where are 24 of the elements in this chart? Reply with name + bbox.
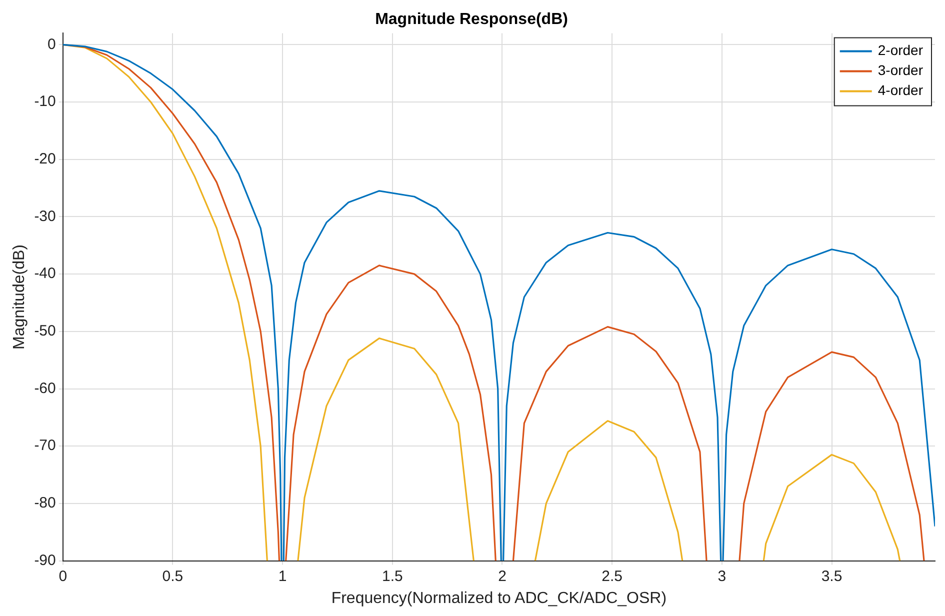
y-tick-label: -50 [34, 322, 56, 340]
x-tick-label: 3.5 [821, 568, 842, 585]
y-axis-title: Magnitude(dB) [11, 244, 28, 350]
x-axis-title: Frequency(Normalized to ADC_CK/ADC_OSR) [331, 590, 667, 607]
y-tick-label: -40 [34, 265, 56, 282]
x-tick-label: 2 [498, 568, 506, 585]
x-tick-label: 0.5 [162, 568, 184, 585]
y-tick-label: -80 [34, 494, 56, 512]
y-tick-label: -20 [34, 150, 56, 168]
y-tick-label: -10 [34, 93, 56, 110]
legend-label: 4-order [878, 82, 924, 98]
y-tick-label: -70 [34, 437, 56, 454]
y-tick-label: -60 [34, 380, 56, 397]
legend-label: 3-order [878, 62, 924, 78]
y-tick-label: -30 [34, 208, 56, 225]
x-tick-label: 1 [278, 568, 287, 585]
chart-title: Magnitude Response(dB) [375, 11, 568, 28]
y-tick-label: -90 [34, 552, 56, 569]
x-tick-label: 2.5 [602, 568, 623, 585]
x-tick-label: 3 [718, 568, 726, 585]
x-tick-label: 0 [58, 568, 68, 585]
y-tick-label: 0 [48, 36, 56, 53]
legend-label: 2-order [878, 42, 924, 58]
x-tick-label: 1.5 [382, 568, 403, 585]
